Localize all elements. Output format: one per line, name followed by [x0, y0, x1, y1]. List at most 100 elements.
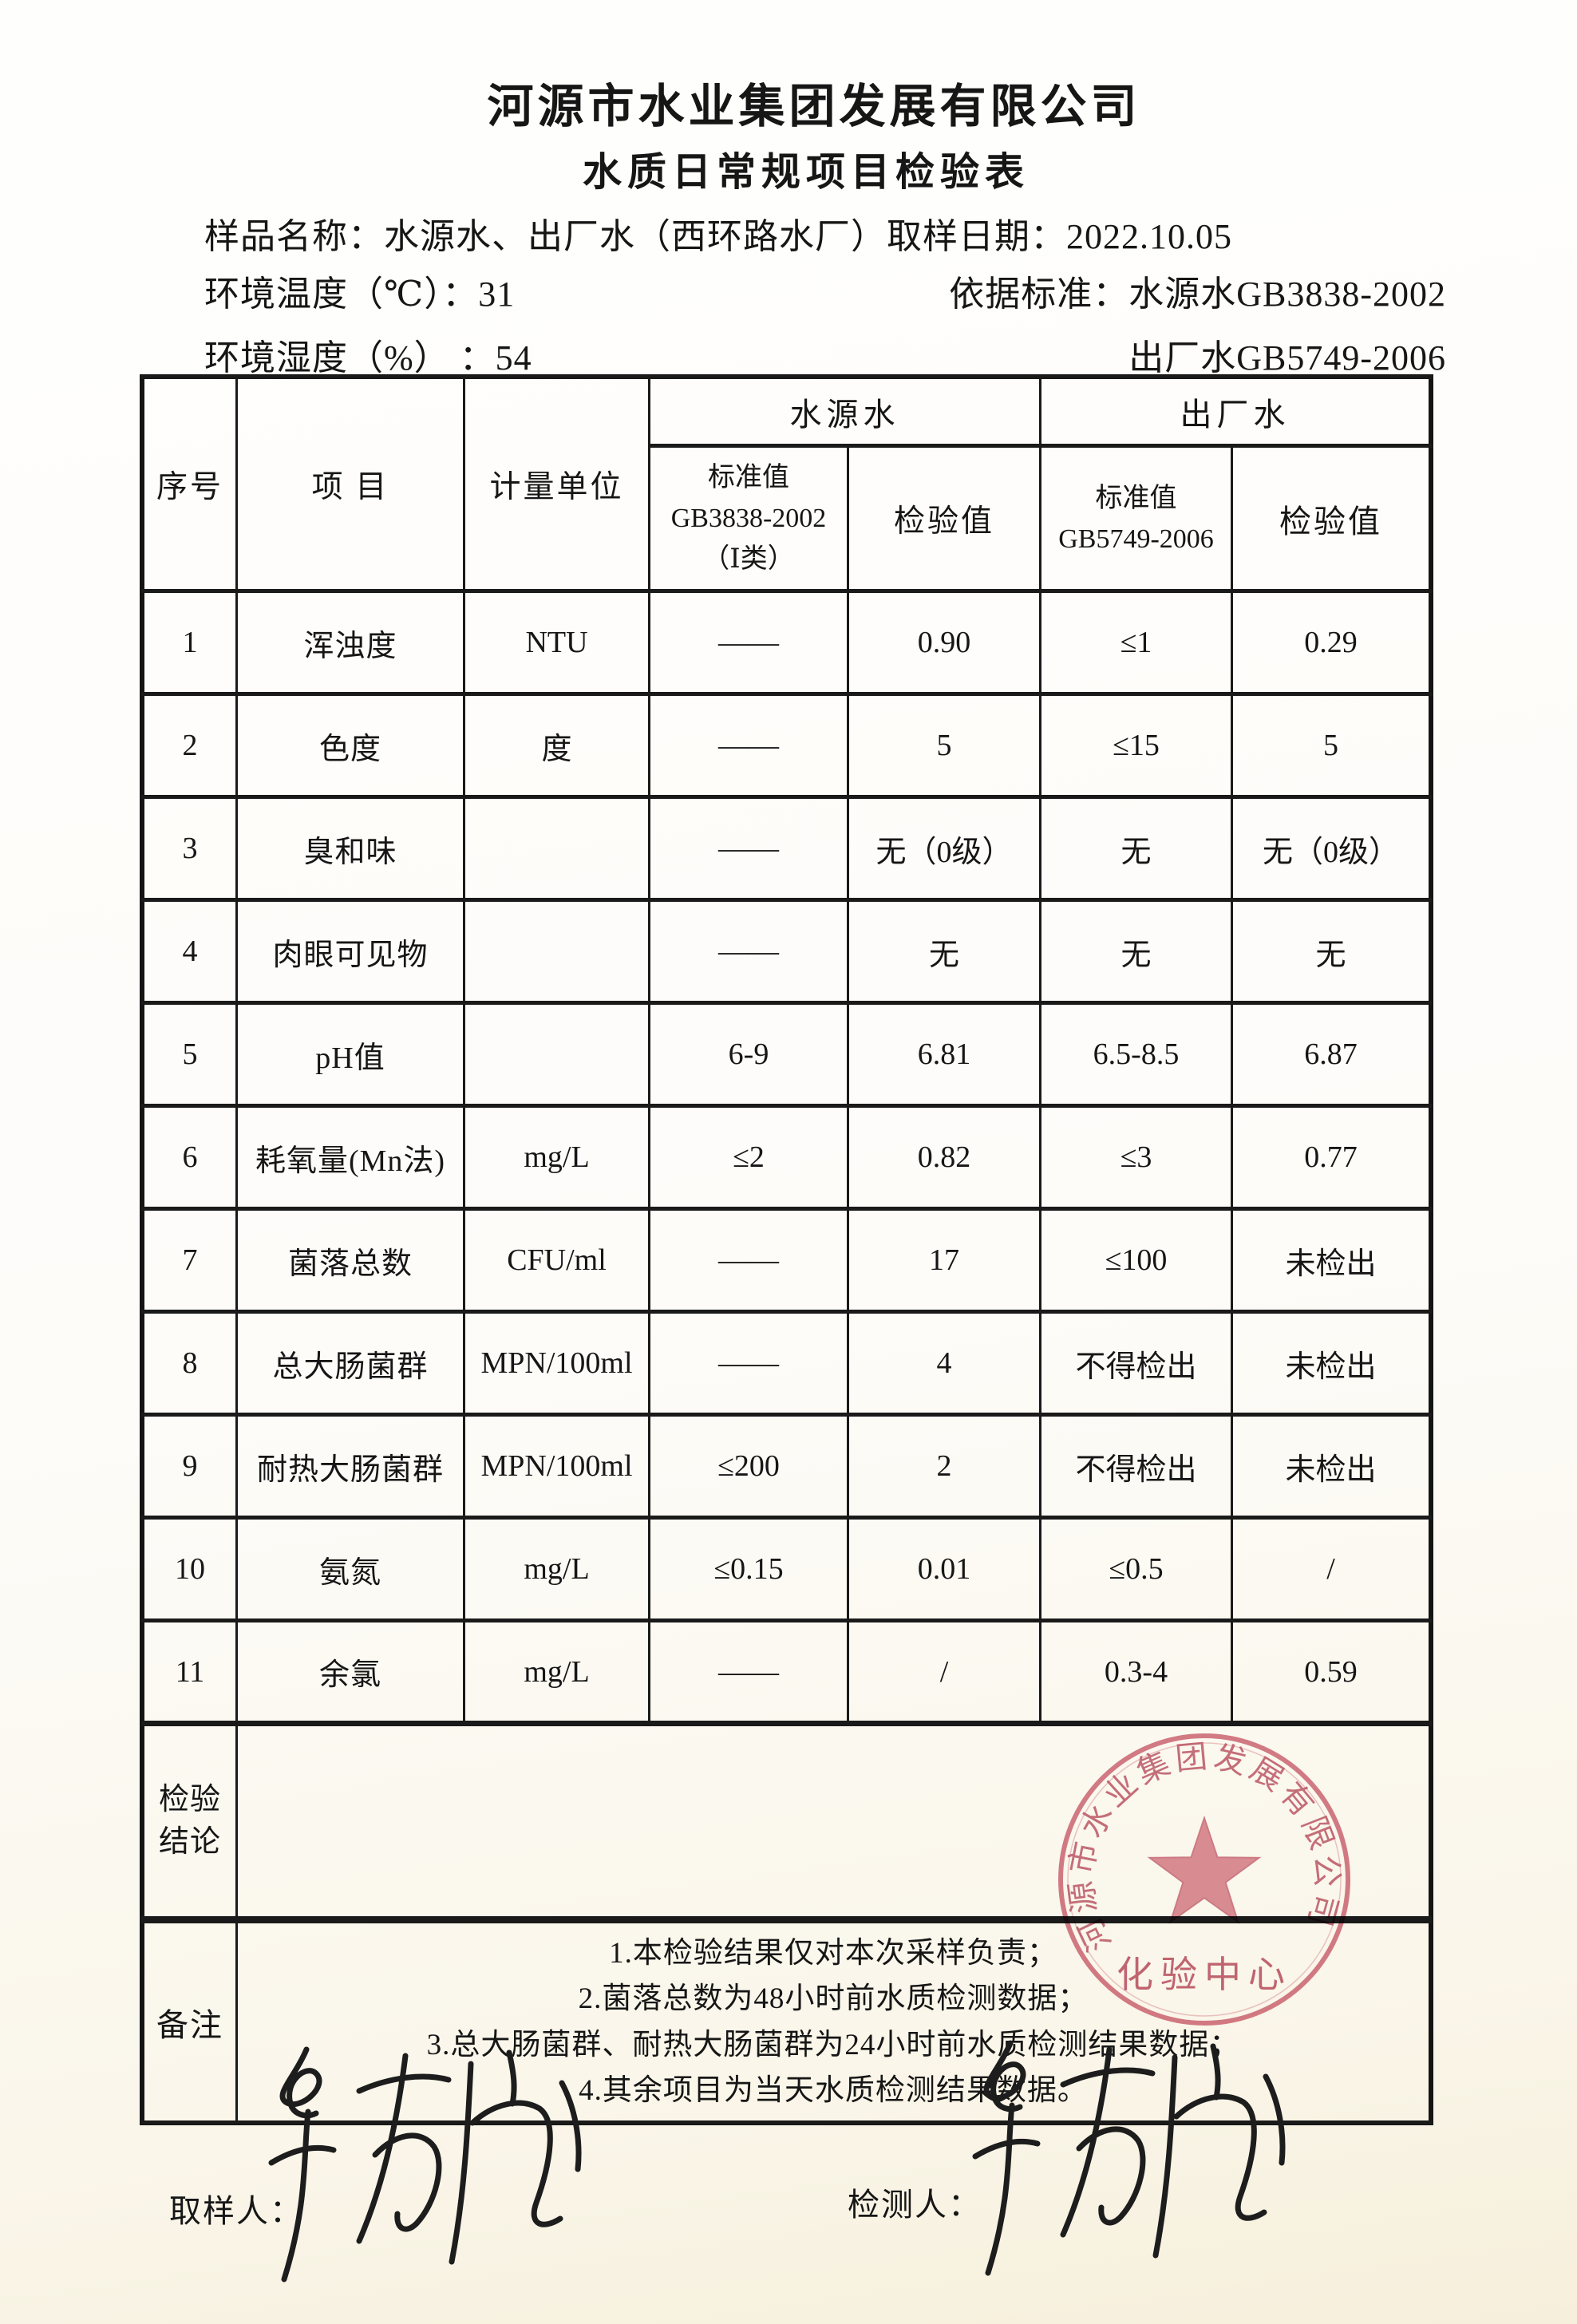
cell-no: 1 [141, 589, 238, 696]
cell-unit: mg/L [463, 1516, 650, 1622]
cell-no: 9 [141, 1413, 238, 1520]
cell-no: 4 [141, 898, 238, 1005]
cell-outlet-value: 0.29 [1231, 589, 1432, 696]
cell-source-standard: —— [648, 898, 849, 1005]
cell-source-standard: —— [648, 1310, 849, 1417]
table-row: 8 总大肠菌群 MPN/100ml —— 4 不得检出 未检出 [141, 1310, 1432, 1417]
col-header-unit: 计量单位 [463, 375, 650, 593]
cell-item: pH值 [235, 1001, 465, 1108]
cell-outlet-standard: 6.5-8.5 [1039, 1001, 1233, 1108]
cell-source-standard: ≤2 [648, 1104, 849, 1211]
cell-source-standard: ≤200 [648, 1413, 849, 1520]
cell-source-standard: —— [648, 1207, 849, 1314]
cell-outlet-value: 0.77 [1231, 1104, 1432, 1211]
cell-no: 8 [141, 1310, 238, 1417]
cell-source-value: 4 [847, 1310, 1041, 1417]
table-row: 5 pH值 6-9 6.81 6.5-8.5 6.87 [141, 1001, 1432, 1108]
table-header-row-groups: 序号 项 目 计量单位 水源水 出厂水 [141, 375, 1432, 593]
cell-no: 10 [141, 1516, 238, 1622]
cell-no: 7 [141, 1207, 238, 1314]
conclusion-content [235, 1721, 1432, 1922]
cell-source-standard: 6-9 [648, 1001, 849, 1108]
col-header-outlet-standard: 标准值 GB5749-2006 [1039, 444, 1233, 593]
cell-outlet-value: / [1231, 1516, 1432, 1622]
cell-source-standard: —— [648, 589, 849, 696]
remark-line: 4.其余项目为当天水质检测结果数据。 [579, 2073, 1088, 2107]
cell-outlet-value: 未检出 [1231, 1413, 1432, 1520]
group-header-source-water: 水源水 [648, 375, 1041, 448]
cell-outlet-standard: ≤100 [1039, 1207, 1233, 1314]
cell-unit: mg/L [463, 1104, 650, 1211]
col-header-source-standard: 标准值 GB3838-2002 （Ⅰ类） [648, 444, 849, 593]
cell-outlet-standard: 无 [1039, 795, 1233, 902]
remark-line: 2.菌落总数为48小时前水质检测数据； [578, 1982, 1089, 2016]
cell-source-standard: ≤0.15 [648, 1516, 849, 1622]
official-stamp: 河源市水业集团发展有限公司 化验中心 [1058, 1733, 1350, 2026]
table-row: 9 耐热大肠菌群 MPN/100ml ≤200 2 不得检出 未检出 [141, 1413, 1432, 1520]
standard-basis-outlet: 出厂水GB5749-2006 [1128, 338, 1446, 377]
env-humidity: 环境湿度（%） ：54 [204, 338, 532, 377]
cell-outlet-standard: ≤0.5 [1039, 1516, 1233, 1622]
cell-item: 耗氧量(Mn法) [235, 1104, 465, 1211]
env-temperature: 环境温度（℃）：31 [204, 275, 516, 314]
sample-info-line: 样品名称：水源水、出厂水（西环路水厂）取样日期：2022.10.05 [204, 208, 1446, 259]
cell-source-standard: —— [648, 1618, 849, 1725]
cell-outlet-value: 未检出 [1231, 1310, 1432, 1417]
cell-source-standard: —— [648, 692, 849, 799]
cell-outlet-standard: 不得检出 [1039, 1310, 1233, 1417]
table-row: 10 氨氮 mg/L ≤0.15 0.01 ≤0.5 / [141, 1516, 1432, 1622]
table-row: 1 浑浊度 NTU —— 0.90 ≤1 0.29 [141, 589, 1432, 696]
stamp-inner-ring [1067, 1742, 1342, 2017]
company-title: 河源市水业集团发展有限公司 [487, 81, 1141, 132]
cell-source-value: 0.90 [847, 589, 1041, 696]
table-row: 11 余氯 mg/L —— / 0.3-4 0.59 [141, 1618, 1432, 1725]
sampler-label: 取样人： [169, 2193, 303, 2229]
cell-item: 氨氮 [235, 1516, 465, 1622]
cell-no: 11 [141, 1618, 238, 1725]
cell-item: 总大肠菌群 [235, 1310, 465, 1417]
col-header-outlet-value: 检验值 [1231, 444, 1432, 593]
cell-unit: CFU/ml [463, 1207, 650, 1314]
cell-no: 5 [141, 1001, 238, 1108]
cell-item: 臭和味 [235, 795, 465, 902]
stamp-outer-ring [1058, 1733, 1350, 2026]
cell-source-value: 5 [847, 692, 1041, 799]
col-header-no: 序号 [141, 375, 238, 593]
cell-unit: mg/L [463, 1618, 650, 1725]
cell-outlet-standard: ≤3 [1039, 1104, 1233, 1211]
cell-item: 余氯 [235, 1618, 465, 1725]
table-row: 6 耗氧量(Mn法) mg/L ≤2 0.82 ≤3 0.77 [141, 1104, 1432, 1211]
cell-item: 色度 [235, 692, 465, 799]
star-icon [1147, 1815, 1262, 1924]
cell-source-value: 17 [847, 1207, 1041, 1314]
cell-source-value: 2 [847, 1413, 1041, 1520]
conclusion-label: 检验 结论 [141, 1721, 238, 1922]
table-row: 4 肉眼可见物 —— 无 无 无 [141, 898, 1432, 1005]
cell-unit [463, 898, 650, 1005]
cell-unit [463, 1001, 650, 1108]
cell-outlet-value: 5 [1231, 692, 1432, 799]
stamp-center-text: 化验中心 [1117, 1954, 1292, 1995]
table-row: 7 菌落总数 CFU/ml —— 17 ≤100 未检出 [141, 1207, 1432, 1314]
sample-name-and-date: 样品名称：水源水、出厂水（西环路水厂）取样日期：2022.10.05 [204, 217, 1232, 256]
standard-basis-source: 依据标准：水源水GB3838-2002 [949, 275, 1446, 314]
cell-outlet-standard: ≤1 [1039, 589, 1233, 696]
cell-outlet-value: 无（0级） [1231, 795, 1432, 902]
cell-outlet-standard: ≤15 [1039, 692, 1233, 799]
table-row: 2 色度 度 —— 5 ≤15 5 [141, 692, 1432, 799]
cell-unit: NTU [463, 589, 650, 696]
cell-outlet-value: 未检出 [1231, 1207, 1432, 1314]
cell-outlet-value: 无 [1231, 898, 1432, 1005]
water-quality-table: 序号 项 目 计量单位 水源水 出厂水 标准值 GB3838-2002 （Ⅰ类）… [140, 374, 1433, 2125]
conclusion-row: 检验 结论 [141, 1721, 1432, 1922]
cell-unit: MPN/100ml [463, 1310, 650, 1417]
cell-unit: 度 [463, 692, 650, 799]
cell-outlet-value: 0.59 [1231, 1618, 1432, 1725]
tester-label: 检测人： [848, 2187, 982, 2223]
cell-no: 2 [141, 692, 238, 799]
remarks-label: 备注 [141, 1916, 238, 2124]
cell-source-value: 0.82 [847, 1104, 1041, 1211]
cell-outlet-standard: 不得检出 [1039, 1413, 1233, 1520]
cell-unit: MPN/100ml [463, 1413, 650, 1520]
remark-line: 3.总大肠菌群、耐热大肠菌群为24小时前水质检测结果数据； [426, 2028, 1240, 2061]
